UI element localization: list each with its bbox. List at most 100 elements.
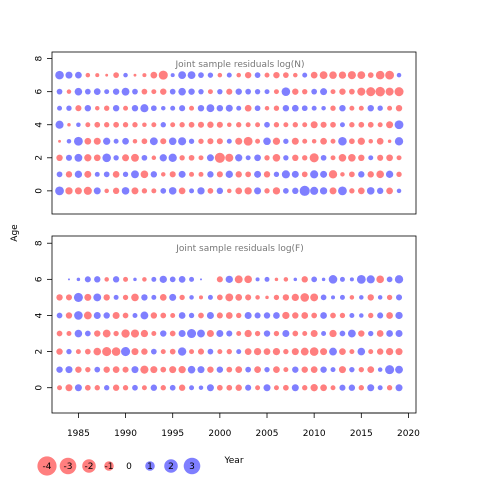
logF-bubble — [358, 366, 364, 373]
logN-bubble — [311, 139, 317, 144]
logN-bubble — [349, 122, 355, 128]
y-tick-label: 2 — [35, 349, 45, 355]
logN-bubble — [386, 121, 394, 129]
logN-bubble — [358, 105, 364, 111]
logN-bubble — [245, 122, 251, 128]
logN-bubble — [348, 154, 356, 162]
logF-bubble — [140, 311, 149, 320]
logF-bubble — [226, 366, 233, 373]
logN-bubble — [85, 122, 91, 128]
logN-bubble — [320, 121, 327, 128]
logN-bubble — [310, 186, 319, 195]
logF-bubble — [244, 311, 252, 319]
y-tick-label: 2 — [35, 155, 45, 161]
logF-bubble — [320, 294, 327, 301]
logN-bubble — [84, 154, 92, 162]
logF-bubble — [104, 385, 110, 391]
logN-bubble — [179, 155, 185, 161]
logN-bubble — [225, 153, 234, 162]
logF-bubble — [66, 331, 72, 337]
logF-bubble — [56, 312, 63, 319]
logF-bubble — [291, 384, 299, 392]
logF-bubble — [302, 385, 308, 391]
logN-bubble — [168, 137, 177, 146]
logF-bubble — [84, 384, 91, 391]
logN-bubble — [377, 105, 383, 111]
logF-bubble — [150, 312, 158, 319]
logF-bubble — [169, 293, 177, 301]
logF-bubble — [122, 294, 129, 301]
logN-bubble — [123, 72, 128, 78]
logF-bubble — [394, 275, 404, 284]
logN-bubble — [338, 136, 347, 146]
logF-bubble — [130, 329, 140, 338]
logF-bubble — [65, 312, 73, 319]
logN-bubble — [357, 187, 365, 195]
logN-bubble — [67, 122, 71, 127]
logN-bubble — [330, 105, 336, 111]
logF-bubble — [74, 329, 83, 338]
logF-bubble — [395, 311, 403, 320]
logN-bubble — [198, 88, 204, 95]
logN-bubble — [189, 105, 195, 111]
logF-bubble — [206, 330, 214, 338]
logF-bubble — [169, 276, 176, 283]
logN-bubble — [273, 89, 279, 95]
logF-bubble — [357, 347, 366, 356]
logF-bubble — [245, 384, 252, 391]
logF-bubble — [169, 330, 176, 337]
logF-bubble — [395, 294, 403, 301]
logN-bubble — [160, 138, 167, 145]
logN-bubble — [394, 87, 404, 97]
logF-bubble — [132, 384, 138, 391]
logN-bubble — [366, 87, 376, 97]
logN-bubble — [55, 120, 64, 129]
logF-bubble — [178, 275, 186, 283]
logN-bubble — [367, 121, 374, 128]
logN-bubble — [150, 71, 158, 79]
logN-bubble — [320, 88, 328, 96]
logF-bubble — [254, 366, 261, 374]
logN-bubble — [264, 72, 270, 78]
logN-bubble — [104, 122, 110, 128]
logN-bubble — [273, 71, 280, 79]
logN-bubble — [74, 153, 83, 162]
logN-bubble — [394, 137, 404, 146]
logN-bubble — [283, 138, 289, 144]
logN-bubble — [178, 187, 186, 195]
logN-bubble — [329, 187, 337, 195]
logF-bubble — [65, 366, 73, 374]
logF-bubble — [198, 385, 204, 390]
logN-bubble — [264, 105, 270, 111]
logF-bubble — [131, 348, 139, 356]
logF-bubble — [395, 330, 403, 338]
logF-bubble — [160, 366, 167, 373]
logF-bubble — [235, 294, 243, 301]
logN-bubble — [349, 88, 355, 95]
logF-bubble — [300, 293, 310, 302]
logN-bubble — [206, 154, 214, 162]
logN-bubble — [283, 72, 289, 78]
panel-logF: Joint sample residuals log(F) 0 2 4 6 8 — [35, 235, 417, 414]
logN-bubble — [122, 171, 129, 178]
logF-bubble — [131, 293, 139, 302]
logN-bubble — [301, 105, 308, 112]
logN-bubble — [103, 171, 110, 178]
logN-bubble — [93, 154, 101, 162]
logF-bubble — [367, 384, 375, 392]
logN-bubble — [170, 105, 176, 111]
logN-bubble — [281, 170, 290, 179]
logN-bubble — [58, 139, 61, 143]
logN-bubble — [386, 187, 393, 195]
logF-bubble — [65, 294, 73, 301]
logN-bubble — [291, 137, 299, 145]
logN-bubble — [309, 153, 319, 163]
logF-bubble — [56, 348, 63, 355]
logF-bubble — [169, 384, 176, 391]
logN-bubble — [73, 136, 83, 146]
logF-bubble — [151, 294, 157, 300]
logN-bubble — [347, 71, 356, 80]
logN-bubble — [94, 171, 100, 177]
logF-bubble — [141, 348, 148, 355]
